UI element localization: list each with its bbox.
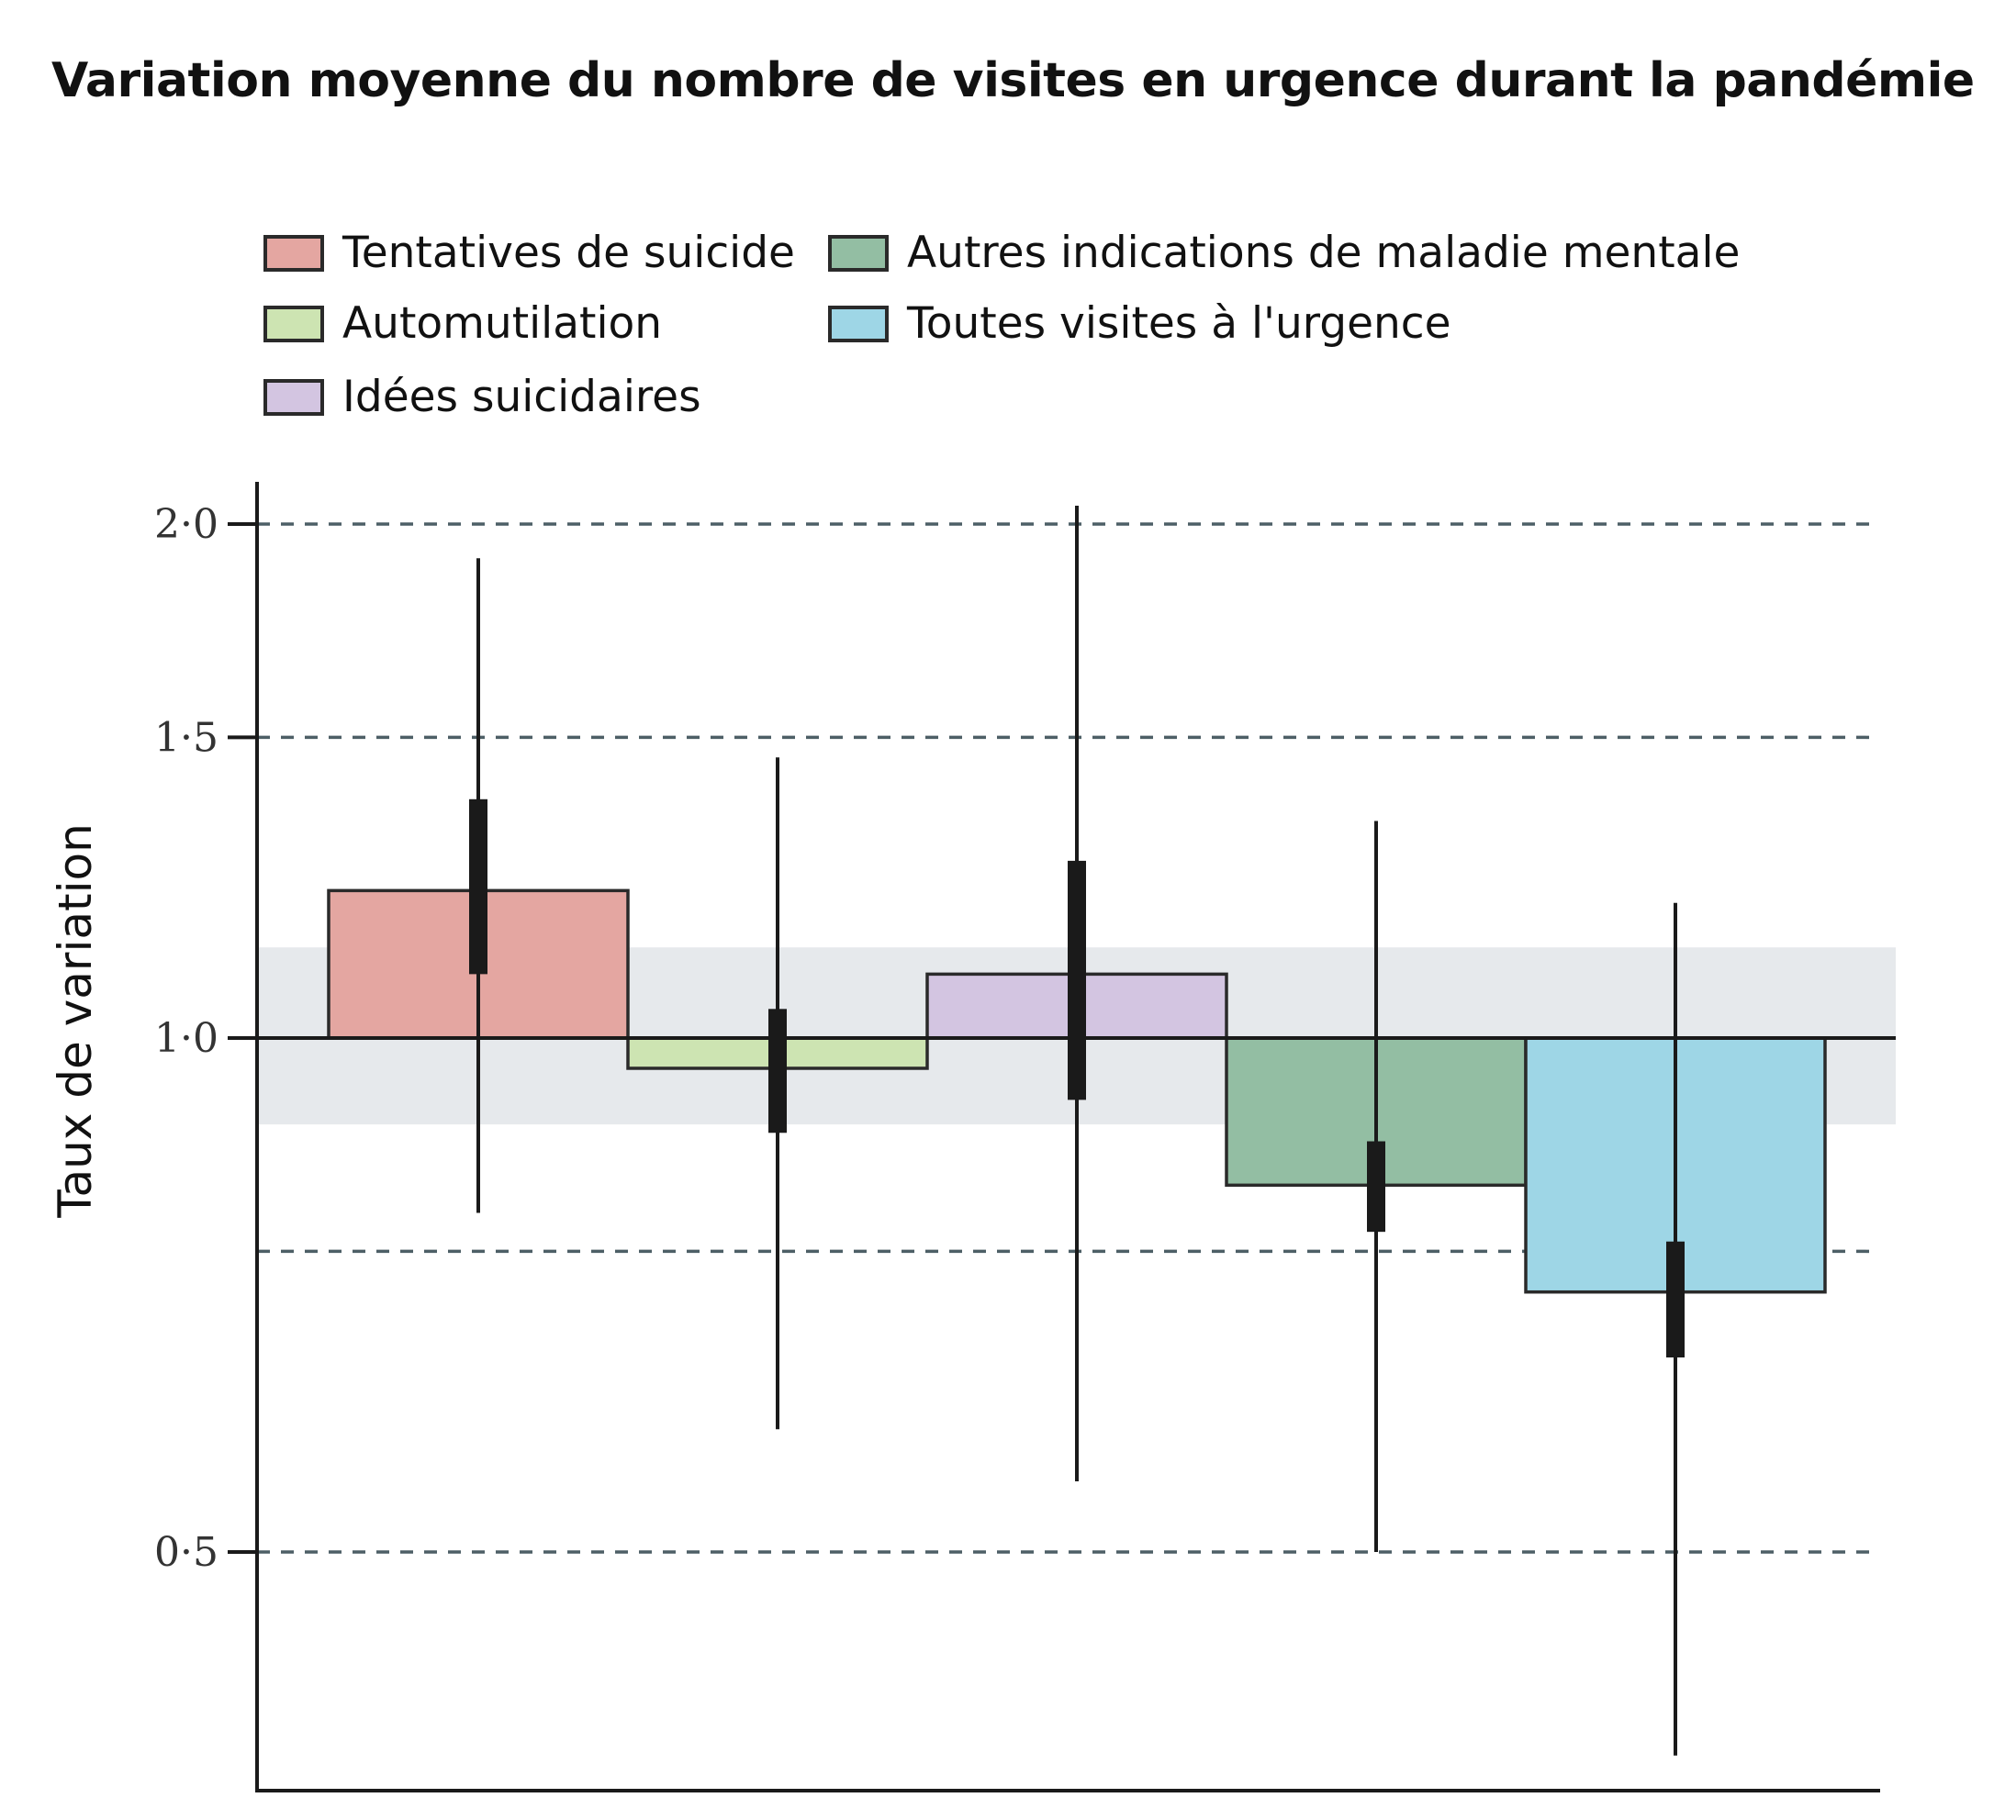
legend-label: Idées suicidaires [342,372,701,422]
legend: Tentatives de suicide Automutilation Idées… [263,228,1916,439]
legend-item: Idées suicidaires [263,372,701,422]
legend-label: Tentatives de suicide [342,228,795,278]
legend-swatch [828,234,889,272]
legend-item: Autres indications de maladie mentale [828,228,1740,278]
error-bar-inner [1367,1141,1385,1233]
error-bar-inner [1666,1241,1685,1358]
legend-item: Toutes visites à l'urgence [828,298,1451,349]
legend-item: Automutilation [263,298,662,349]
legend-swatch [828,305,889,342]
legend-label: Toutes visites à l'urgence [907,298,1451,349]
error-bar-inner [768,1009,787,1133]
y-tick-label: 1·5 [154,714,218,761]
y-tick-label: 0·5 [154,1529,218,1576]
error-bar-inner [469,798,487,975]
legend-label: Automutilation [342,298,663,349]
y-tick-label: 2·0 [154,501,218,548]
legend-swatch [263,378,324,416]
y-tick-label: 1·0 [154,1015,218,1062]
legend-item: Tentatives de suicide [263,228,795,278]
legend-label: Autres indications de maladie mentale [907,228,1741,278]
error-bar-inner [1068,860,1086,1100]
legend-swatch [263,305,324,342]
legend-swatch [263,234,324,272]
chart-title: Variation moyenne du nombre de visites e… [51,53,1975,108]
